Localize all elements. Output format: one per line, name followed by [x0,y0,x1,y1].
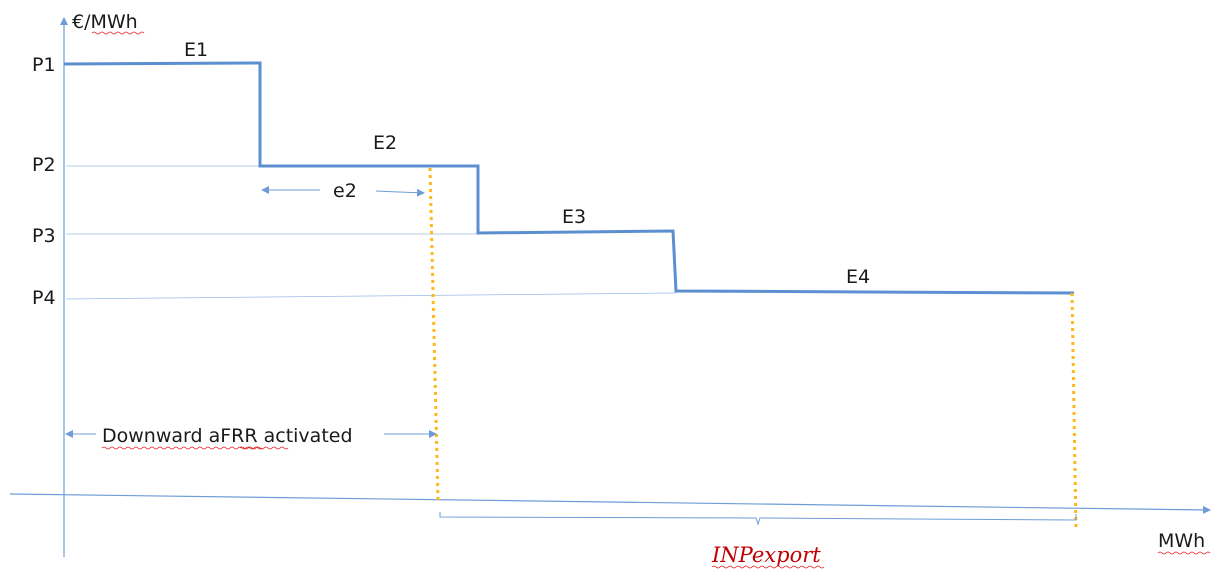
downward-afrr-label: Downward aFRR activated [102,425,353,447]
price-label-p2: P2 [32,154,56,176]
merit-order-step-curve [63,61,1075,295]
block-label-e2: E2 [373,132,397,154]
price-label-p1: P1 [32,54,56,76]
inp-export-label: INPexport [711,543,821,567]
downward-afrr-spellcheck [101,446,263,450]
y-axis-label: €/MWh [72,11,138,33]
partial-block-label: e2 [333,180,357,202]
afrr-spellcheck [239,446,289,450]
e2-right-arrow [375,188,425,197]
price-label-p4: P4 [32,287,56,309]
x-axis [9,493,1211,514]
p4-guide-line [65,292,677,300]
activation-cut-line [428,167,440,501]
block-label-e3: E3 [562,206,586,228]
price-label-p3: P3 [32,225,56,247]
block-label-e4: E4 [846,266,870,288]
export-end-cut-line [1070,292,1078,529]
x-axis-label: MWh [1158,530,1205,552]
inp-export-spellcheck [711,565,825,569]
x-axis-label-spellcheck [1157,551,1211,555]
block-label-e1: E1 [184,39,208,61]
y-axis-label-spellcheck [91,31,145,35]
export-brace [439,512,1077,526]
